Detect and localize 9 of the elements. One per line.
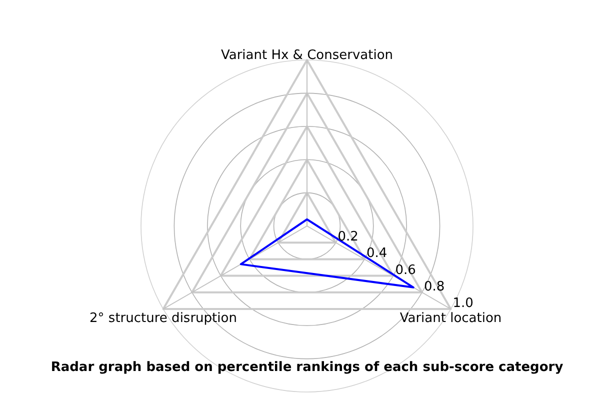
y-tick-label: 0.4 (366, 246, 388, 262)
y-tick-label: 0.6 (395, 262, 416, 278)
text: Radar graph based on percentile rankings of each sub-score category (50, 360, 564, 375)
spoke-label: Variant location (400, 310, 502, 326)
y-tick-label: 1.0 (452, 296, 474, 311)
spoke-label: 2° structure disruption (90, 310, 237, 326)
spoke-label: Variant Hx & Conservation (220, 48, 394, 62)
y-tick-label: 0.2 (338, 230, 358, 245)
y-tick-label: 0.8 (424, 279, 445, 294)
